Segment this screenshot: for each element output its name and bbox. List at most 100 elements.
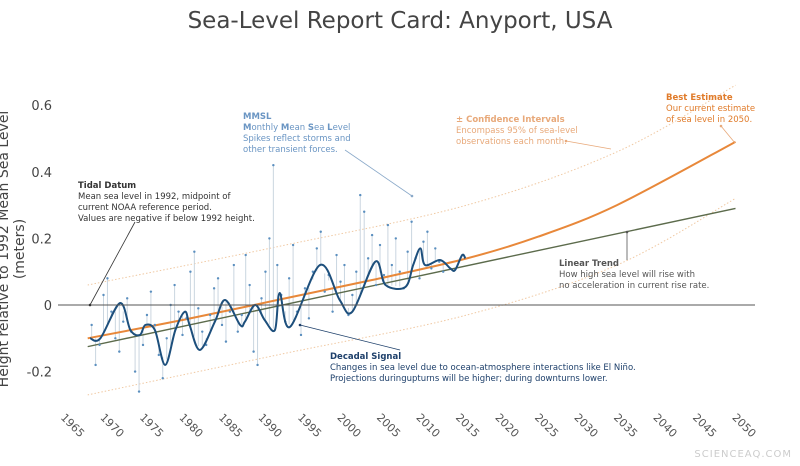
annotation-line: Monthly Mean Sea Level [243,123,351,133]
x-tick-label: 2025 [532,411,561,440]
annotation-decadal-signal: Decadal Signal Changes in sea level due … [330,352,636,385]
confidence-leader-dot [564,139,568,143]
tidal-leader [89,221,136,306]
mmsl-point [410,220,413,223]
mmsl-point [382,273,386,277]
mmsl-point [287,277,291,280]
mmsl-point [232,263,236,267]
mmsl-point [153,323,157,327]
x-tick-label: 2020 [492,411,521,440]
x-tick-label: 1975 [137,411,166,440]
mmsl-point [264,270,267,273]
mmsl-point [378,243,382,247]
annotation-line: no acceleration in current rise rate. [559,281,710,291]
mmsl-point [216,277,220,280]
mmsl-point [133,370,137,373]
mmsl-point [394,237,397,240]
annotation-title: Decadal Signal [330,352,402,362]
annotation-tidal-datum: Tidal Datum Mean sea level in 1992, midp… [78,181,255,225]
mmsl-point [137,390,141,393]
x-tick-label: 2010 [413,411,442,440]
mmsl-point [426,230,429,233]
confidence-upper-line [87,84,736,286]
mmsl-point [240,313,243,317]
mmsl-point [351,293,354,297]
x-tick-label: 2000 [334,411,363,440]
mmsl-point [181,333,184,337]
linear-trend-leader-dot [625,230,629,234]
mmsl-point [228,310,232,313]
mmsl-point [422,240,425,243]
decadal-signal-line [89,247,467,366]
mmsl-point [272,163,275,167]
mmsl-point [90,323,93,327]
annotation-confidence: ± Confidence Intervals Encompass 95% of … [456,115,578,148]
mmsl-point [319,230,322,233]
annotation-line: Spikes reflect storms and [243,134,351,144]
mmsl-point [366,257,370,260]
mmsl-point [276,263,279,267]
mmsl-point [189,270,192,273]
mmsl-point [343,263,346,267]
y-tick-label: 0.6 [31,99,52,114]
mmsl-point [118,350,121,353]
mmsl-point [193,250,196,253]
annotation-line: Values are negative if below 1992 height… [78,214,255,224]
mmsl-point [370,233,374,237]
annotation-line: other transient forces. [243,145,338,155]
best-estimate-line [87,140,736,340]
annotation-mmsl: MMSL Monthly Mean Sea Level Spikes refle… [243,112,351,156]
mmsl-point [110,310,113,313]
mmsl-point [260,297,263,300]
mmsl-point [406,250,409,253]
mmsl-point [418,277,421,280]
annotation-title: Tidal Datum [78,181,137,191]
mmsl-point [102,293,105,297]
mmsl-point [386,223,390,227]
y-tick-label: 0.4 [31,166,52,181]
annotation-title: MMSL [243,112,272,122]
mmsl-point [398,270,401,273]
mmsl-point [303,287,307,290]
mmsl-point [149,290,153,293]
best-estimate-leader [720,125,736,144]
mmsl-point [323,290,326,293]
mmsl-point [145,313,149,317]
mmsl-point [224,340,228,343]
annotation-line: Projections duringupturns will be higher… [330,374,608,384]
mmsl-point [430,267,433,270]
mmsl-point [315,247,318,250]
x-tick-label: 2045 [690,411,719,440]
mmsl-point [122,320,125,323]
annotation-line: of sea level in 2050. [666,115,753,125]
annotation-line: Our current estimate [666,104,756,114]
mmsl-point [299,333,303,337]
x-tick-label: 1965 [58,411,87,440]
mmsl-point [363,210,366,213]
mmsl-point [201,330,204,333]
mmsl-point [98,343,101,347]
linear-trend-line [87,207,736,348]
decadal-leader-dot [298,323,302,327]
confidence-lower-line [87,198,736,396]
x-tick-label: 1995 [295,411,324,440]
x-tick-label: 1980 [176,411,205,440]
mmsl-point [355,270,358,273]
y-tick-label: -0.2 [27,366,52,381]
mmsl-leader [344,149,413,197]
x-tick-label: 1970 [97,411,126,440]
best-estimate-leader-dot [719,124,723,128]
mmsl-point [374,283,378,287]
mmsl-point [335,253,338,257]
mmsl-point [157,353,160,357]
x-tick-label: 2005 [374,411,403,440]
mmsl-point [236,330,239,333]
x-tick-label: 2050 [729,411,758,440]
mmsl-point [359,193,362,197]
mmsl-point [114,337,117,340]
x-tick-label: 2015 [453,411,482,440]
mmsl-point [161,377,164,380]
chart-title: Sea-Level Report Card: Anyport, USA [187,8,613,34]
